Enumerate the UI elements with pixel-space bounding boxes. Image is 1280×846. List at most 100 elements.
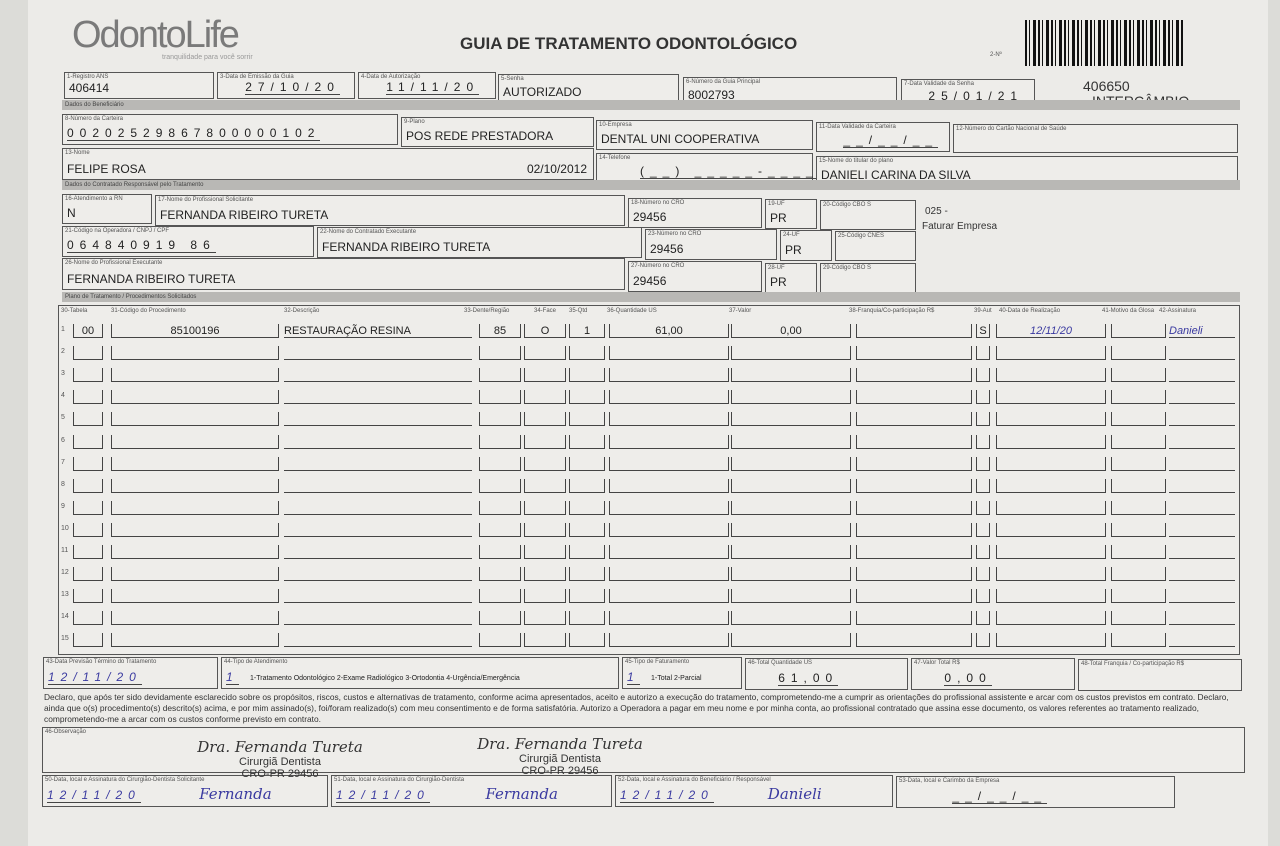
cell-dente[interactable] xyxy=(479,545,521,559)
cell-data[interactable] xyxy=(996,633,1106,648)
cell-tabela[interactable] xyxy=(73,633,103,648)
cell-data[interactable] xyxy=(996,478,1106,493)
field-f52[interactable]: 52-Data, local e Assinatura do Beneficiá… xyxy=(615,775,893,807)
cell-qtd[interactable] xyxy=(569,522,605,537)
cell-glosa[interactable] xyxy=(1111,589,1166,604)
field-f20[interactable]: 20-Código CBO S xyxy=(820,200,916,230)
cell-qtd_us[interactable] xyxy=(609,633,729,648)
field-f5[interactable]: 5-Senha AUTORIZADO xyxy=(498,74,679,103)
cell-aut[interactable] xyxy=(976,456,990,471)
cell-assinatura[interactable] xyxy=(1169,567,1235,582)
cell-data[interactable] xyxy=(996,456,1106,471)
cell-data[interactable] xyxy=(996,589,1106,604)
cell-dente[interactable] xyxy=(479,456,521,471)
cell-tabela[interactable] xyxy=(73,611,103,626)
cell-qtd[interactable] xyxy=(569,478,605,493)
cell-dente[interactable] xyxy=(479,478,521,493)
cell-descricao[interactable] xyxy=(284,545,472,559)
cell-franquia[interactable] xyxy=(856,545,972,559)
field-f16[interactable]: 16-Atendimento a RN N xyxy=(62,194,152,224)
cell-qtd[interactable] xyxy=(569,633,605,648)
cell-valor[interactable] xyxy=(731,500,851,515)
cell-glosa[interactable] xyxy=(1111,324,1166,338)
cell-dente[interactable] xyxy=(479,346,521,361)
cell-data[interactable] xyxy=(996,346,1106,361)
cell-face[interactable] xyxy=(524,567,566,582)
cell-data[interactable] xyxy=(996,522,1106,537)
cell-qtd[interactable] xyxy=(569,589,605,604)
cell-aut[interactable] xyxy=(976,567,990,582)
cell-dente[interactable] xyxy=(479,567,521,582)
cell-franquia[interactable] xyxy=(856,522,972,537)
cell-franquia[interactable] xyxy=(856,434,972,449)
cell-codigo[interactable]: 85100196 xyxy=(111,324,279,338)
cell-descricao[interactable] xyxy=(284,412,472,427)
cell-valor[interactable] xyxy=(731,456,851,471)
cell-codigo[interactable] xyxy=(111,390,279,405)
cell-qtd[interactable] xyxy=(569,567,605,582)
cell-descricao[interactable]: RESTAURAÇÃO RESINA xyxy=(284,324,472,338)
cell-assinatura[interactable] xyxy=(1169,545,1235,559)
cell-descricao[interactable] xyxy=(284,346,472,361)
field-f29[interactable]: 29-Código CBO S xyxy=(820,263,916,293)
cell-face[interactable] xyxy=(524,589,566,604)
cell-tabela[interactable] xyxy=(73,368,103,383)
field-f18[interactable]: 18-Número no CRO 29456 xyxy=(628,198,762,228)
cell-aut[interactable] xyxy=(976,522,990,537)
cell-valor[interactable] xyxy=(731,346,851,361)
cell-glosa[interactable] xyxy=(1111,368,1166,383)
cell-assinatura[interactable] xyxy=(1169,633,1235,648)
cell-aut[interactable] xyxy=(976,611,990,626)
cell-face[interactable] xyxy=(524,434,566,449)
cell-assinatura[interactable] xyxy=(1169,346,1235,361)
cell-dente[interactable] xyxy=(479,390,521,405)
field-f23[interactable]: 23-Número no CRO 29456 xyxy=(645,229,777,260)
cell-dente[interactable] xyxy=(479,633,521,648)
cell-dente[interactable] xyxy=(479,522,521,537)
cell-qtd_us[interactable] xyxy=(609,412,729,427)
cell-aut[interactable] xyxy=(976,434,990,449)
cell-descricao[interactable] xyxy=(284,589,472,604)
cell-descricao[interactable] xyxy=(284,633,472,648)
cell-qtd_us[interactable] xyxy=(609,545,729,559)
cell-valor[interactable] xyxy=(731,412,851,427)
cell-qtd_us[interactable] xyxy=(609,434,729,449)
field-f17[interactable]: 17-Nome do Profissional Solicitante FERNA… xyxy=(155,195,625,226)
cell-tabela[interactable] xyxy=(73,390,103,405)
cell-codigo[interactable] xyxy=(111,611,279,626)
cell-glosa[interactable] xyxy=(1111,545,1166,559)
cell-dente[interactable] xyxy=(479,434,521,449)
cell-qtd[interactable] xyxy=(569,368,605,383)
field-f13[interactable]: 13-Nome FELIPE ROSA 02/10/2012 xyxy=(62,148,594,180)
cell-dente[interactable] xyxy=(479,412,521,427)
cell-glosa[interactable] xyxy=(1111,434,1166,449)
cell-descricao[interactable] xyxy=(284,501,472,515)
cell-dente[interactable] xyxy=(479,500,521,515)
cell-dente[interactable] xyxy=(479,611,521,626)
cell-data[interactable] xyxy=(996,567,1106,582)
cell-qtd_us[interactable] xyxy=(609,589,729,604)
cell-assinatura[interactable] xyxy=(1169,523,1235,537)
cell-valor[interactable]: 0,00 xyxy=(731,324,851,338)
cell-qtd[interactable] xyxy=(569,611,605,626)
cell-tabela[interactable] xyxy=(73,346,103,361)
cell-face[interactable] xyxy=(524,633,566,648)
cell-face[interactable] xyxy=(524,368,566,383)
cell-data[interactable] xyxy=(996,611,1106,626)
cell-descricao[interactable] xyxy=(284,435,472,449)
field-f51[interactable]: 51-Data, local e Assinatura do Cirurgião… xyxy=(331,775,612,807)
cell-qtd[interactable] xyxy=(569,545,605,559)
field-f21[interactable]: 21-Código na Operadora / CNPJ / CPF 06484… xyxy=(62,226,314,257)
cell-codigo[interactable] xyxy=(111,456,279,471)
cell-tabela[interactable] xyxy=(73,589,103,604)
field-f27[interactable]: 27-Número no CRO 29456 xyxy=(628,261,762,292)
cell-qtd[interactable] xyxy=(569,500,605,515)
field-f47[interactable]: 47-Valor Total R$ 0,00 xyxy=(911,658,1075,690)
cell-assinatura[interactable] xyxy=(1169,479,1235,493)
cell-valor[interactable] xyxy=(731,434,851,449)
cell-glosa[interactable] xyxy=(1111,633,1166,648)
cell-tabela[interactable] xyxy=(73,500,103,515)
cell-qtd_us[interactable]: 61,00 xyxy=(609,324,729,338)
field-f46[interactable]: 46-Total Quantidade US 61,00 xyxy=(745,658,908,690)
cell-glosa[interactable] xyxy=(1111,412,1166,427)
